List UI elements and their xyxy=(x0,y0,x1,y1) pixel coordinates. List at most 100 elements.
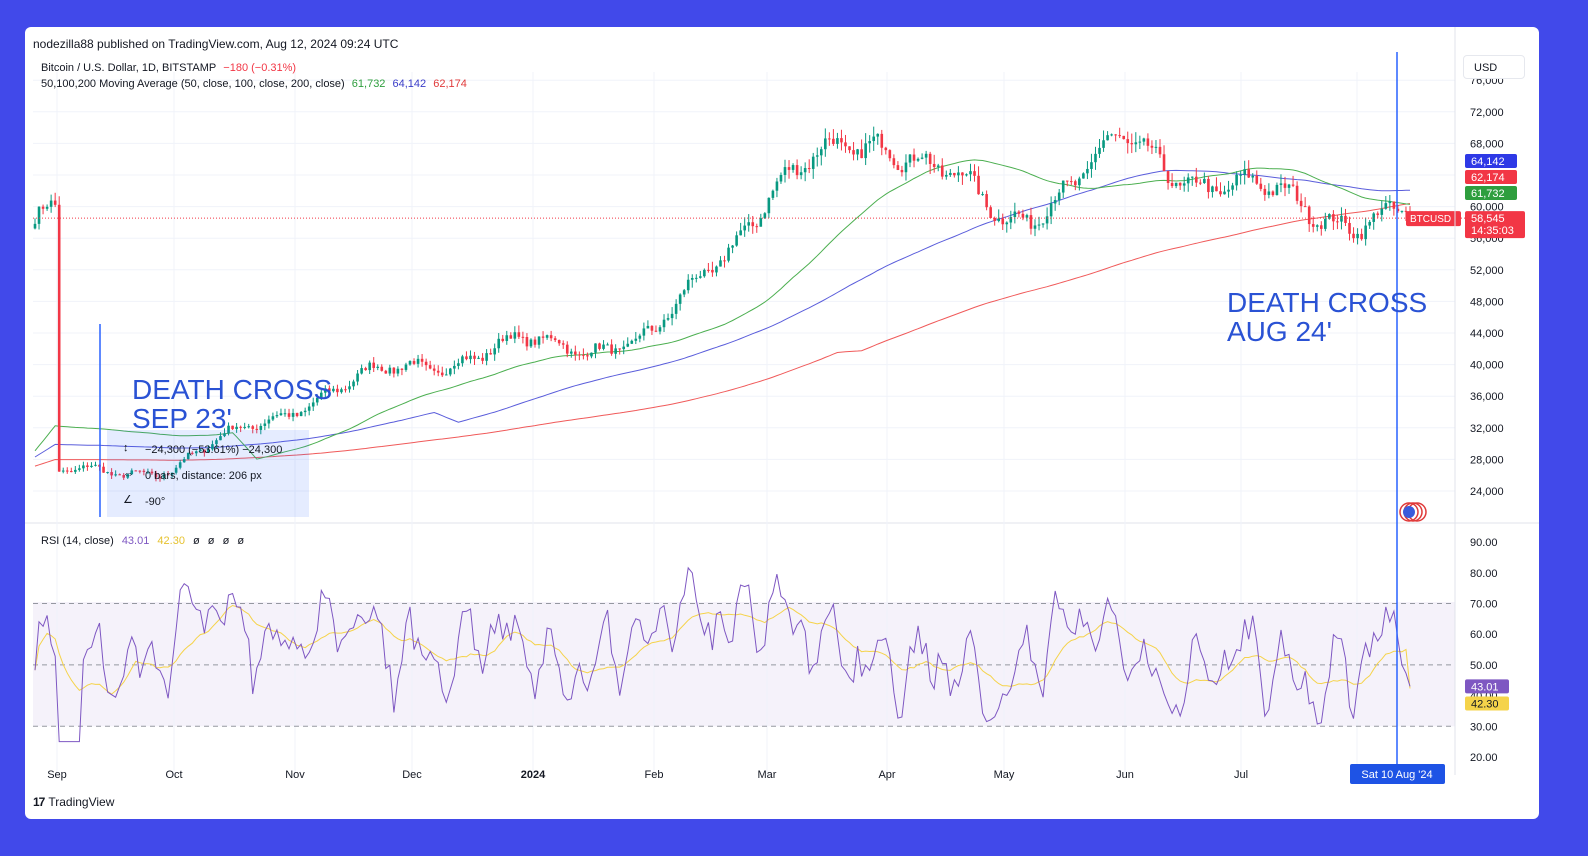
tradingview-logo-icon: 17 xyxy=(33,795,45,809)
candle-body xyxy=(868,141,871,144)
candle-body xyxy=(719,260,722,267)
candle-body xyxy=(142,470,146,472)
candle-body xyxy=(747,222,751,226)
candle-body xyxy=(1098,147,1101,154)
candle-body xyxy=(1041,223,1045,225)
candle-body xyxy=(1013,211,1017,218)
candle-body xyxy=(432,368,436,371)
candle-body xyxy=(924,153,928,158)
ma200-axis-label-bg xyxy=(1465,170,1517,184)
rsi-axis-tick: 70.00 xyxy=(1470,599,1498,611)
candle-body xyxy=(110,472,113,476)
candle-body xyxy=(1336,221,1339,223)
candle-body xyxy=(852,150,855,155)
candle-body xyxy=(1364,225,1367,240)
candle-body xyxy=(1219,191,1222,195)
candle-body xyxy=(1243,169,1246,175)
candle-body xyxy=(1122,135,1126,140)
candle-body xyxy=(1017,211,1021,214)
candle-body xyxy=(586,355,589,357)
candle-body xyxy=(1102,140,1105,148)
death-cross-label-aug24: DEATH CROSS xyxy=(1227,287,1427,318)
candle-body xyxy=(481,357,484,361)
candle-body xyxy=(759,218,763,227)
candle-body xyxy=(348,386,351,390)
last-price-label: 58,545 xyxy=(1471,213,1505,225)
candle-body xyxy=(186,452,190,460)
candle-body xyxy=(1392,201,1396,209)
candle-body xyxy=(33,223,37,229)
rsi-axis-label-bg xyxy=(1465,679,1509,694)
symbol-axis-tag: BTCUSD xyxy=(1410,214,1451,225)
candle-body xyxy=(1029,215,1033,229)
candle-body xyxy=(465,356,468,360)
candle-body xyxy=(654,330,658,332)
candle-body xyxy=(1074,181,1077,186)
ma50-value: 61,732 xyxy=(351,78,386,90)
candle-body xyxy=(638,335,642,339)
ma50-axis-label: 61,732 xyxy=(1471,188,1505,200)
candle-body xyxy=(1114,134,1117,136)
rsi-axis-tick: 50.00 xyxy=(1470,660,1498,672)
chart-canvas[interactable]: 24,000 28,000 32,000 36,000 40,000 44,000 48,0… xyxy=(25,27,1539,819)
candle-body xyxy=(618,348,621,350)
candle-body xyxy=(275,415,279,417)
candle-body xyxy=(57,204,61,472)
candle-body xyxy=(461,356,464,364)
candle-body xyxy=(1057,192,1061,200)
candle-body xyxy=(412,361,416,364)
rsi-axis-tick: 60.00 xyxy=(1470,629,1498,641)
candle-body xyxy=(1400,210,1404,212)
event-flag-icon[interactable] xyxy=(1403,506,1415,518)
candle-body xyxy=(1291,184,1295,186)
publisher-line: nodezilla88 published on TradingView.com… xyxy=(33,37,399,51)
candle-body xyxy=(900,169,904,173)
candle-body xyxy=(1033,225,1037,229)
candle-body xyxy=(263,423,267,426)
candle-body xyxy=(1086,168,1089,174)
rsi-line xyxy=(34,566,1411,743)
candle-body xyxy=(344,389,347,391)
candle-body xyxy=(928,153,932,164)
candle-body xyxy=(428,365,432,369)
candle-body xyxy=(154,473,158,478)
countdown-label: 14:35:03 xyxy=(1471,225,1514,237)
cursor-date-label: Sat 10 Aug '24 xyxy=(1361,769,1432,781)
ma100-line xyxy=(34,169,1410,458)
candle-body xyxy=(699,276,702,278)
event-flag-icon[interactable] xyxy=(1399,502,1419,522)
candle-body xyxy=(932,163,936,167)
candle-body xyxy=(440,372,444,376)
candle-body xyxy=(610,344,613,354)
candle-body xyxy=(525,337,529,347)
candle-body xyxy=(1178,182,1182,186)
chart-card: 24,000 28,000 32,000 36,000 40,000 44,000 48,0… xyxy=(25,27,1539,819)
candle-body xyxy=(1106,135,1109,141)
candle-body xyxy=(819,149,823,156)
candle-body xyxy=(715,266,718,273)
candle-body xyxy=(190,452,194,454)
currency-button[interactable]: USD xyxy=(1463,55,1525,79)
ma200-line xyxy=(34,203,1411,467)
candle-body xyxy=(731,245,734,248)
ma-legend: 50,100,200 Moving Average (50, close, 10… xyxy=(41,78,471,90)
candle-body xyxy=(396,368,400,374)
tradingview-footer: 17 TradingView xyxy=(33,795,114,809)
candle-body xyxy=(707,269,710,271)
cursor-date-bg xyxy=(1350,764,1445,784)
measure-distance-icon: ⇔ xyxy=(123,468,134,480)
candle-body xyxy=(1203,178,1206,184)
price-axis-tick: 44,000 xyxy=(1470,328,1504,340)
candle-body xyxy=(1146,138,1150,146)
candle-body xyxy=(1299,200,1303,207)
candle-body xyxy=(981,194,984,196)
candle-body xyxy=(1275,184,1279,196)
candle-body xyxy=(1255,175,1259,184)
candle-body xyxy=(78,468,81,470)
candle-body xyxy=(682,290,686,295)
candle-body xyxy=(977,175,980,195)
candle-body xyxy=(1251,175,1255,178)
candle-body xyxy=(1053,199,1057,204)
candle-body xyxy=(1404,210,1408,212)
candle-body xyxy=(497,338,501,349)
